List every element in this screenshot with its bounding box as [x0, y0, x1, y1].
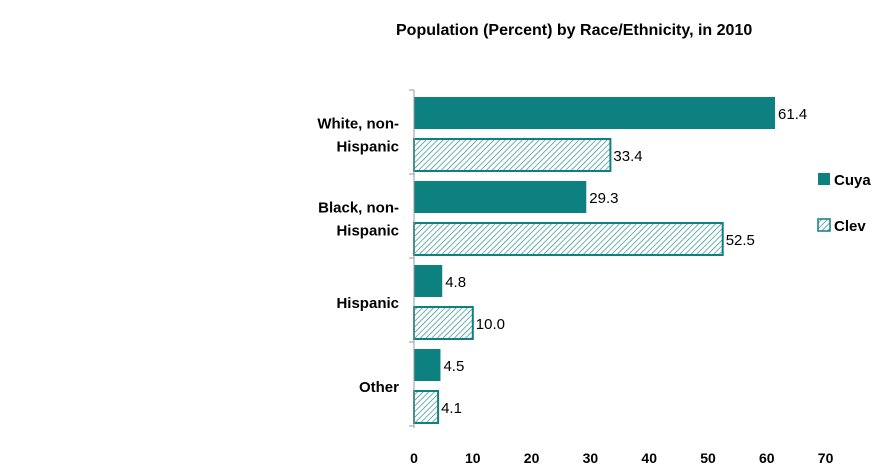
bar-white-non-hispanic-cuya: [414, 97, 776, 129]
bar-hispanic-clev: [413, 306, 474, 340]
legend-swatch-clev: [817, 218, 831, 232]
category-label-other: Other: [359, 379, 399, 396]
x-tick-label-50: 50: [700, 450, 716, 465]
x-tick-label-60: 60: [759, 450, 775, 465]
category-label-black-non-hispanic: Black, non-Hispanic: [318, 200, 399, 240]
value-label-hispanic-cuya: 4.8: [445, 274, 466, 291]
x-tick-label-70: 70: [818, 450, 834, 465]
bar-other-clev: [413, 390, 440, 424]
x-tick-label-30: 30: [583, 450, 599, 465]
value-label-white-non-hispanic-cuya: 61.4: [778, 106, 807, 123]
x-tick-label-0: 0: [410, 450, 418, 465]
x-tick-label-40: 40: [641, 450, 657, 465]
x-tick-label-10: 10: [465, 450, 481, 465]
value-label-other-cuya: 4.5: [443, 358, 464, 375]
legend: Cuya Clev: [817, 172, 871, 235]
bar-hispanic-cuya: [414, 265, 443, 297]
value-label-black-non-hispanic-clev: 52.5: [726, 232, 755, 249]
legend-label-clev: Clev: [834, 218, 866, 235]
x-tick-label-20: 20: [524, 450, 540, 465]
category-label-white-non-hispanic: White, non-Hispanic: [317, 116, 399, 156]
value-label-other-clev: 4.1: [441, 400, 462, 417]
legend-label-cuya: Cuya: [834, 172, 871, 189]
chart-title: Population (Percent) by Race/Ethnicity, …: [396, 22, 753, 39]
bar-other-cuya: [414, 349, 441, 381]
bar-black-non-hispanic-clev: [413, 222, 724, 256]
bars-layer: 61.4 33.4 29.3 52.5 4.8 10.0 4.5 4.1: [413, 97, 807, 424]
bar-white-non-hispanic-clev: [413, 138, 612, 172]
value-label-hispanic-clev: 10.0: [476, 316, 505, 333]
value-label-white-non-hispanic-clev: 33.4: [613, 148, 642, 165]
axis-layer: White, non-Hispanic Black, non-Hispanic Hi…: [317, 89, 834, 466]
category-label-hispanic: Hispanic: [336, 295, 399, 312]
legend-swatch-cuya: [818, 173, 830, 185]
value-label-black-non-hispanic-cuya: 29.3: [589, 190, 618, 207]
bar-black-non-hispanic-cuya: [414, 181, 587, 213]
